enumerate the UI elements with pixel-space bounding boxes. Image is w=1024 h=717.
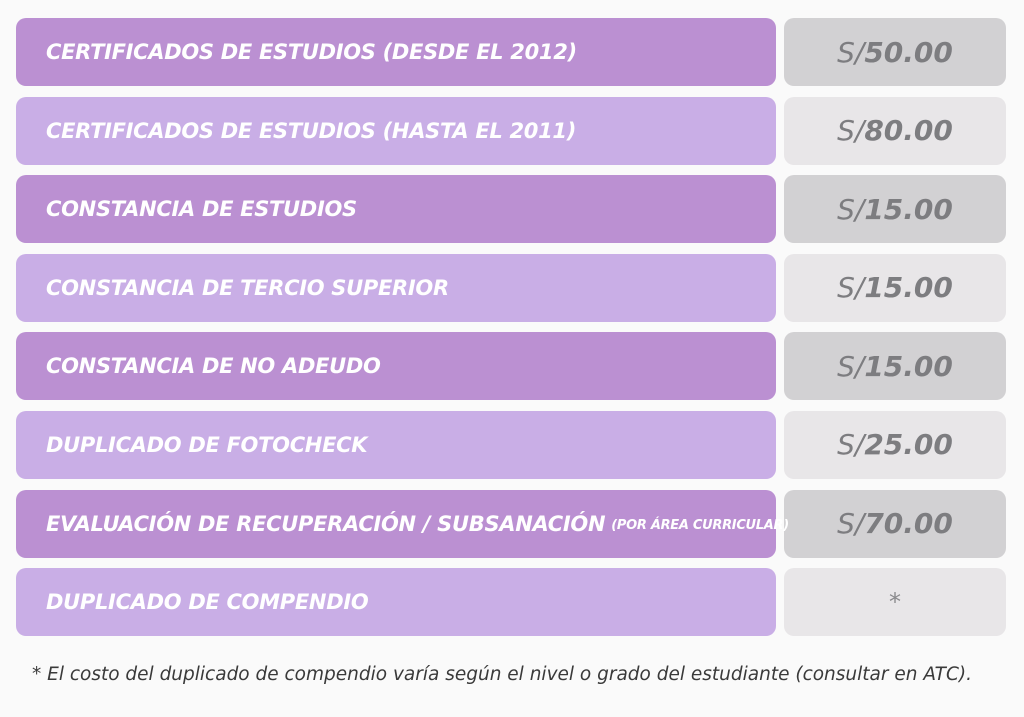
currency-symbol: S/ xyxy=(837,114,865,148)
service-label: DUPLICADO DE FOTOCHECK xyxy=(16,410,776,479)
currency-symbol: S/ xyxy=(837,271,865,305)
service-name: CERTIFICADOS DE ESTUDIOS (HASTA EL 2011) xyxy=(46,118,577,143)
table-row: CONSTANCIA DE NO ADEUDO S/15.00 xyxy=(16,332,1006,401)
table-row: DUPLICADO DE COMPENDIO * xyxy=(16,568,1006,637)
price-asterisk: * xyxy=(889,588,901,617)
price-amount: 15.00 xyxy=(864,192,953,226)
service-label: DUPLICADO DE COMPENDIO xyxy=(16,568,776,637)
service-name: CONSTANCIA DE NO ADEUDO xyxy=(46,354,381,379)
table-row: EVALUACIÓN DE RECUPERACIÓN / SUBSANACIÓN… xyxy=(16,489,1006,558)
service-name: DUPLICADO DE FOTOCHECK xyxy=(46,432,368,457)
service-price: S/50.00 xyxy=(784,18,1006,86)
footnote: * El costo del duplicado de compendio va… xyxy=(32,664,972,685)
table-row: CERTIFICADOS DE ESTUDIOS (DESDE EL 2012)… xyxy=(16,18,1006,86)
currency-symbol: S/ xyxy=(837,428,865,462)
service-note: (POR ÁREA CURRICULAR) xyxy=(611,518,789,534)
service-name: DUPLICADO DE COMPENDIO xyxy=(46,590,369,615)
service-label: CONSTANCIA DE NO ADEUDO xyxy=(16,332,776,401)
service-name: EVALUACIÓN DE RECUPERACIÓN / SUBSANACIÓN xyxy=(46,511,606,536)
service-price: S/15.00 xyxy=(784,332,1006,401)
price-amount: 15.00 xyxy=(864,271,953,305)
service-price: * xyxy=(784,568,1006,637)
table-row: CONSTANCIA DE ESTUDIOS S/15.00 xyxy=(16,175,1006,244)
price-table: CERTIFICADOS DE ESTUDIOS (DESDE EL 2012)… xyxy=(16,18,1006,647)
currency-symbol: S/ xyxy=(837,192,865,226)
service-price: S/80.00 xyxy=(784,96,1006,165)
service-label: CERTIFICADOS DE ESTUDIOS (HASTA EL 2011) xyxy=(16,96,776,165)
service-label: CONSTANCIA DE ESTUDIOS xyxy=(16,175,776,244)
service-label: CONSTANCIA DE TERCIO SUPERIOR xyxy=(16,253,776,322)
table-row: DUPLICADO DE FOTOCHECK S/25.00 xyxy=(16,410,1006,479)
price-amount: 25.00 xyxy=(864,428,953,462)
service-price: S/15.00 xyxy=(784,253,1006,322)
table-row: CONSTANCIA DE TERCIO SUPERIOR S/15.00 xyxy=(16,253,1006,322)
service-price: S/25.00 xyxy=(784,410,1006,479)
service-name: CONSTANCIA DE TERCIO SUPERIOR xyxy=(46,275,449,300)
price-amount: 50.00 xyxy=(864,35,953,69)
currency-symbol: S/ xyxy=(837,507,865,541)
service-label: EVALUACIÓN DE RECUPERACIÓN / SUBSANACIÓN… xyxy=(16,489,789,558)
table-row: CERTIFICADOS DE ESTUDIOS (HASTA EL 2011)… xyxy=(16,96,1006,165)
price-amount: 70.00 xyxy=(864,507,953,541)
service-price: S/15.00 xyxy=(784,175,1006,244)
service-label: CERTIFICADOS DE ESTUDIOS (DESDE EL 2012) xyxy=(16,18,776,86)
currency-symbol: S/ xyxy=(837,349,865,383)
service-name: CERTIFICADOS DE ESTUDIOS (DESDE EL 2012) xyxy=(46,40,577,64)
service-price: S/70.00 xyxy=(784,489,1006,558)
service-name: CONSTANCIA DE ESTUDIOS xyxy=(46,197,357,222)
price-amount: 15.00 xyxy=(864,349,953,383)
currency-symbol: S/ xyxy=(837,35,865,69)
price-amount: 80.00 xyxy=(864,114,953,148)
